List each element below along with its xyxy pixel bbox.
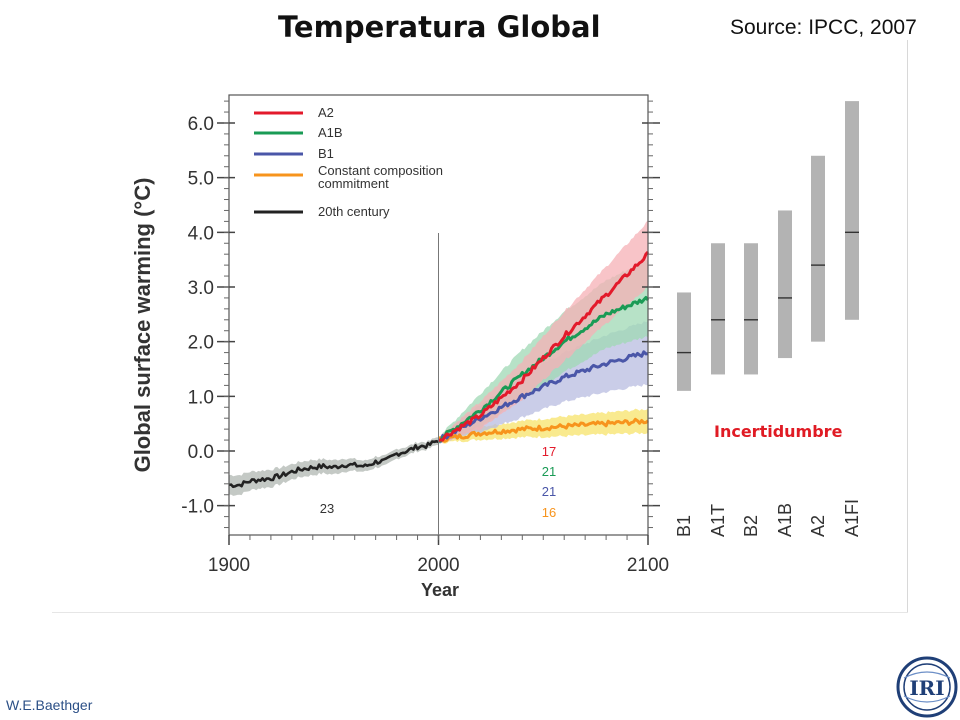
- band-constant-composition-commitment: [438, 408, 648, 444]
- x-tick-label: 1900: [208, 555, 250, 576]
- legend: A2 A1B B1 Constant composition commitment 20t…: [254, 105, 443, 219]
- line-b1: [438, 350, 649, 443]
- range-label-a1t: A1T: [708, 504, 728, 537]
- range-bar-b2: [744, 243, 758, 375]
- author-credit: W.E.Baethger: [6, 697, 93, 713]
- y-axis-label: Global surface warming (°C): [130, 178, 155, 473]
- line-constant-composition-commitment: [437, 417, 649, 443]
- y-tick-label: 0.0: [188, 442, 214, 463]
- model-count-a2: 17: [542, 444, 556, 459]
- model-count-a1b: 21: [542, 464, 556, 479]
- line-a2: [438, 250, 650, 443]
- y-tick-label: 6.0: [188, 114, 214, 135]
- range-label-a2: A2: [808, 515, 828, 537]
- model-count-b1: 21: [542, 484, 556, 499]
- legend-label-a2: A2: [318, 105, 334, 120]
- range-label-a1fi: A1FI: [842, 499, 862, 537]
- model-count-20th-century: 23: [320, 501, 334, 516]
- range-bars: B1 A1T B2 A1B A2 A1FI: [674, 101, 862, 537]
- x-tick-label: 2000: [417, 555, 459, 576]
- range-label-b2: B2: [741, 515, 761, 537]
- y-tick-label: 1.0: [188, 387, 214, 408]
- range-label-b1: B1: [674, 515, 694, 537]
- y-tick-label: 4.0: [188, 223, 214, 244]
- model-count-labels: 23 17 21 21 16: [320, 444, 556, 520]
- range-bar-b1: [677, 292, 691, 391]
- range-bar-a1b: [778, 210, 792, 359]
- slide-title: Temperatura Global: [278, 10, 601, 44]
- x-axis-label: Year: [421, 580, 459, 600]
- y-tick-label: 2.0: [188, 333, 214, 354]
- source-note: Source: IPCC, 2007: [730, 16, 917, 39]
- line-20th-century: [228, 439, 439, 489]
- iri-logo: IRI: [896, 656, 958, 718]
- uncertainty-annotation: Incertidumbre: [714, 422, 843, 441]
- figure-panel-edge: [907, 40, 908, 612]
- axis-ticks: -1.0 0.0 1.0 2.0 3.0 4.0 5.0 6.0 1900 2000 2100: [181, 100, 669, 576]
- y-tick-label: -1.0: [181, 497, 214, 518]
- range-label-a1b: A1B: [775, 503, 795, 537]
- model-count-constant-composition-commitment: 16: [542, 505, 556, 520]
- y-tick-label: 3.0: [188, 278, 214, 299]
- legend-label-a1b: A1B: [318, 125, 343, 140]
- series-lines: [228, 250, 650, 489]
- range-bar-a2: [811, 155, 825, 342]
- legend-label-20th-century: 20th century: [318, 204, 390, 219]
- figure-panel-bottom-edge: [52, 612, 908, 613]
- x-tick-label: 2100: [627, 555, 669, 576]
- logo-text: IRI: [909, 676, 944, 700]
- range-bar-a1fi: [845, 101, 859, 320]
- y-tick-label: 5.0: [188, 169, 214, 190]
- legend-label-constant-composition-commitment: Constant composition commitment: [318, 163, 443, 191]
- legend-label-b1: B1: [318, 146, 334, 161]
- range-bar-a1t: [711, 243, 725, 375]
